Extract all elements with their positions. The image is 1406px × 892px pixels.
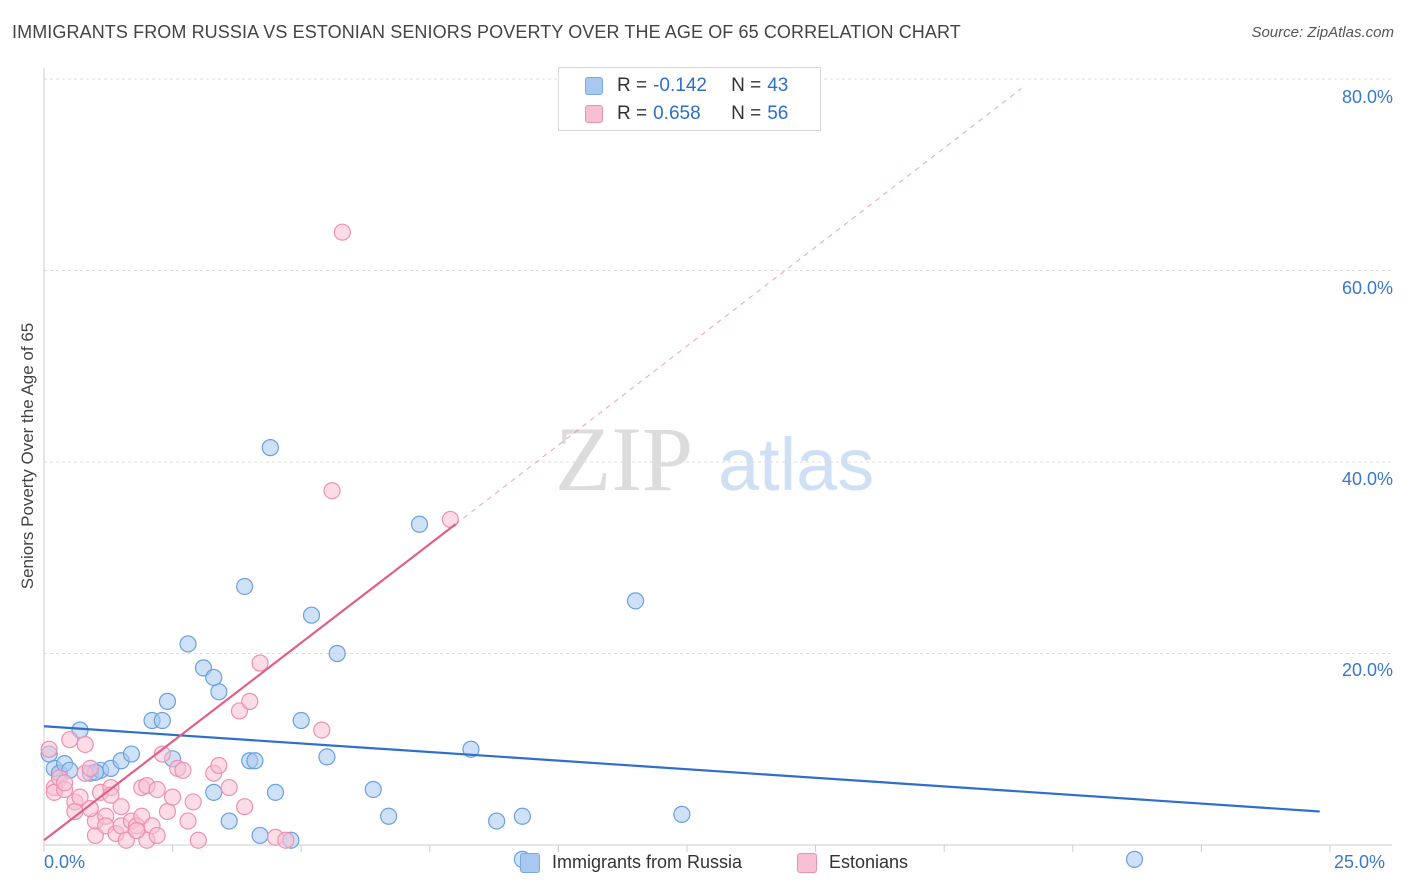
russia-point xyxy=(328,644,346,663)
x-tick-label-min: 0.0% xyxy=(44,852,86,872)
russia-point xyxy=(318,748,336,766)
n-label: N = xyxy=(731,75,762,96)
russia-point xyxy=(251,826,269,845)
russia-swatch xyxy=(585,77,603,95)
russia-point xyxy=(488,812,506,830)
russia-trend-line xyxy=(43,725,1320,813)
estonians-point xyxy=(333,223,351,241)
estonians-point xyxy=(81,759,99,778)
estonians-point xyxy=(76,735,94,754)
estonians-point xyxy=(179,812,197,830)
estonians-point xyxy=(71,788,89,806)
estonians-point xyxy=(210,756,228,775)
legend-item-estonians[interactable]: Estonians xyxy=(797,852,908,873)
r-value: -0.142 xyxy=(653,75,707,96)
russia-point xyxy=(210,683,228,701)
estonians-point xyxy=(148,780,166,799)
russia-point xyxy=(266,783,285,801)
russia-point xyxy=(302,606,321,624)
y-tick-label-60: 60.0% xyxy=(1341,278,1393,298)
stats-legend: R = -0.142 N = 43 R = 0.658 N = 56 xyxy=(558,67,821,131)
n-value: 56 xyxy=(767,103,789,124)
r-value: 0.658 xyxy=(653,103,701,124)
russia-point xyxy=(158,692,177,710)
stats-legend-row-russia: R = -0.142 N = 43 xyxy=(585,74,788,98)
watermark-zip: ZIP xyxy=(555,408,693,510)
estonians-point xyxy=(277,831,295,849)
estonians-point xyxy=(55,774,74,792)
estonians-point xyxy=(164,788,182,806)
estonians-point xyxy=(236,798,254,816)
russia-point xyxy=(410,515,429,533)
estonians-point xyxy=(148,826,166,845)
estonians-point xyxy=(184,793,202,811)
estonians-point xyxy=(81,800,99,818)
russia-point xyxy=(205,668,223,687)
n-value: 43 xyxy=(767,75,789,96)
estonians-point xyxy=(174,761,192,779)
legend-label-estonians: Estonians xyxy=(829,852,909,872)
legend-item-russia[interactable]: Immigrants from Russia xyxy=(520,852,742,873)
y-tick-label-40: 40.0% xyxy=(1341,469,1393,489)
source-label: Source: ZipAtlas.com xyxy=(1251,24,1394,41)
russia-point xyxy=(1125,850,1144,868)
estonians-point xyxy=(158,802,177,821)
y-tick-label-20: 20.0% xyxy=(1341,660,1393,680)
russia-point xyxy=(236,577,254,596)
r-label: R = xyxy=(617,75,648,96)
r-label: R = xyxy=(617,103,648,124)
russia-point xyxy=(626,592,645,610)
chart-title: IMMIGRANTS FROM RUSSIA VS ESTONIAN SENIO… xyxy=(12,22,961,42)
estonians-point xyxy=(189,831,207,849)
estonians-swatch xyxy=(585,105,603,123)
estonians-point xyxy=(153,745,171,763)
estonians-point xyxy=(112,798,130,816)
estonians-point xyxy=(40,740,58,758)
estonians-point xyxy=(61,731,79,749)
russia-point xyxy=(246,752,264,770)
russia-point xyxy=(292,711,310,730)
n-label: N = xyxy=(731,103,762,124)
estonians-point xyxy=(220,778,238,797)
russia-point xyxy=(364,780,382,799)
stats-legend-row-estonians: R = 0.658 N = 56 xyxy=(585,102,788,126)
estonians-point xyxy=(241,692,259,710)
russia-point xyxy=(380,807,398,825)
russia-point xyxy=(462,740,480,758)
russia-point xyxy=(179,635,197,653)
estonians-point xyxy=(127,822,146,840)
russia-point xyxy=(673,805,691,823)
legend-label-russia: Immigrants from Russia xyxy=(552,852,743,872)
estonians-legend-swatch xyxy=(797,852,817,873)
x-tick-label-max: 25.0% xyxy=(1334,852,1386,872)
russia-point xyxy=(513,807,531,825)
estonians-trend-line xyxy=(43,523,457,842)
watermark-atlas: atlas xyxy=(718,423,874,506)
russia-point xyxy=(205,783,223,801)
estonians-point xyxy=(313,721,331,739)
y-tick-label-80: 80.0% xyxy=(1341,87,1393,107)
russia-point xyxy=(261,439,279,457)
russia-legend-swatch xyxy=(520,852,540,873)
russia-point xyxy=(122,745,141,763)
russia-point xyxy=(220,812,238,830)
estonians-point xyxy=(251,654,269,672)
series-legend: Immigrants from Russia Estonians xyxy=(0,852,1406,878)
russia-point xyxy=(153,711,171,730)
estonians-point xyxy=(323,482,341,500)
